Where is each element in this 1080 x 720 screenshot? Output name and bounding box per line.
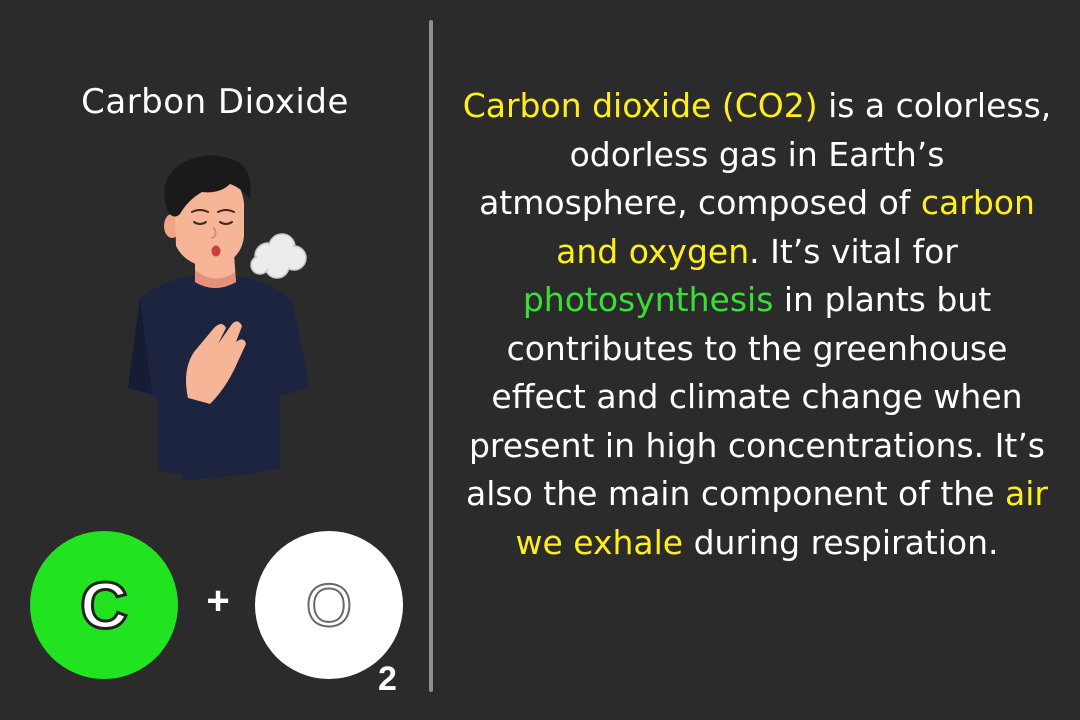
exhale-person-icon: [128, 155, 310, 480]
description-text: Carbon dioxide (CO2) is a colorless, odo…: [462, 82, 1052, 567]
plus-sign: +: [206, 579, 230, 623]
description-plain-2: . It’s vital for: [749, 231, 958, 271]
oxygen-symbol: O: [305, 571, 354, 640]
oxygen-atom-circle: O: [255, 531, 403, 679]
highlight-co2: Carbon dioxide (CO2): [462, 86, 818, 125]
hand-icon: [182, 321, 246, 480]
description-plain-3: in plants but contributes to the greenho…: [466, 280, 1046, 513]
highlight-air-we-exhale: air we exhale: [515, 474, 1048, 562]
head-icon: [164, 155, 251, 268]
left-panel-title: Carbon Dioxide: [81, 82, 349, 122]
panel-divider: [429, 20, 433, 692]
oxygen-subscript: 2: [378, 660, 397, 698]
highlight-photosynthesis: photosynthesis: [522, 280, 774, 319]
breath-cloud-icon: [250, 233, 307, 279]
highlight-carbon-oxygen: carbon and oxygen: [556, 183, 1035, 271]
carbon-symbol: C: [79, 567, 130, 644]
carbon-atom-circle: C: [30, 531, 178, 679]
description-plain-1: is a colorless, odorless gas in Earth’s …: [479, 86, 1052, 222]
description-plain-4: during respiration.: [683, 522, 999, 562]
